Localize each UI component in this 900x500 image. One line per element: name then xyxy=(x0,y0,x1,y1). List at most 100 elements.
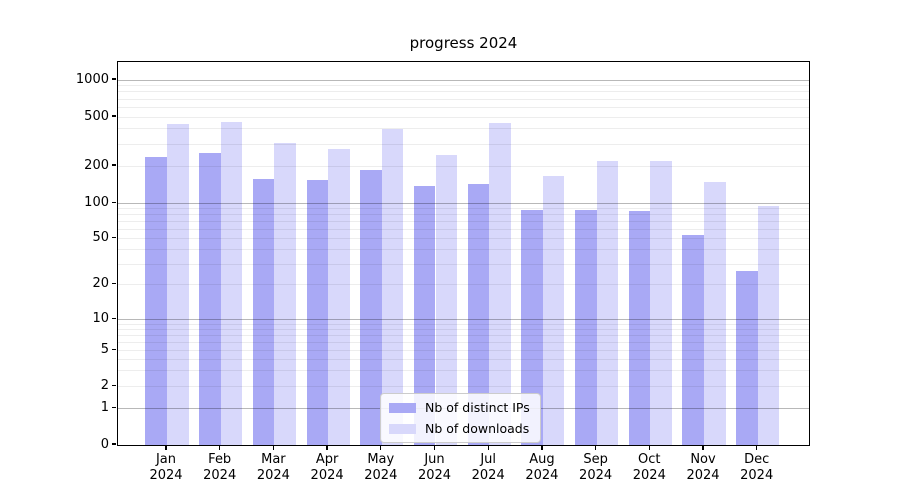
x-axis-tick xyxy=(594,446,597,450)
gridline-minor xyxy=(118,165,809,167)
nb-of-downloads-bar-mar xyxy=(274,143,296,445)
x-axis-tick xyxy=(756,446,758,450)
y-tick-label: 1 xyxy=(100,400,109,416)
y-tick-label: 200 xyxy=(84,157,109,173)
plot-area: Nb of distinct IPs Nb of downloads xyxy=(117,61,810,446)
nb-of-downloads-bar-feb xyxy=(220,122,243,445)
x-tick-label: Oct 2024 xyxy=(632,452,666,483)
x-tick-label: Feb 2024 xyxy=(203,452,237,483)
gridline-minor xyxy=(118,341,809,343)
gridline-minor xyxy=(118,358,809,360)
gridline-minor xyxy=(118,323,809,325)
nb-of-downloads-bar-jul xyxy=(489,123,511,445)
legend-label: Nb of downloads xyxy=(425,420,530,436)
y-axis-tick xyxy=(112,78,116,80)
nb-of-distinct-ips-bar-dec xyxy=(736,271,758,445)
y-tick-label: 1000 xyxy=(75,71,109,87)
x-axis-tick xyxy=(648,446,650,450)
nb-of-distinct-ips-bar-aug xyxy=(521,210,543,445)
legend-item: Nb of downloads xyxy=(389,420,530,437)
gridline-minor xyxy=(118,91,809,93)
y-axis-tick xyxy=(112,317,116,319)
x-tick-label: Jun 2024 xyxy=(417,452,452,483)
x-tick-label: Jan 2024 xyxy=(149,452,183,483)
legend-item: Nb of distinct IPs xyxy=(389,399,530,416)
gridline-minor xyxy=(118,214,809,216)
nb-of-downloads-bar-sep xyxy=(596,160,619,445)
y-tick-label: 100 xyxy=(84,194,109,210)
x-tick-label: Mar 2024 xyxy=(256,452,290,483)
gridline-major xyxy=(118,318,809,320)
nb-of-distinct-ips-bar-apr xyxy=(306,180,329,445)
y-axis-tick xyxy=(112,407,116,409)
nb-of-downloads-bar-nov xyxy=(704,182,726,445)
gridline-minor xyxy=(118,238,809,240)
gridline-major xyxy=(118,79,809,81)
x-axis-tick xyxy=(165,446,167,450)
y-tick-label: 5 xyxy=(100,342,109,357)
y-axis-tick xyxy=(112,115,116,117)
x-axis-tick xyxy=(272,446,275,450)
nb-of-distinct-ips-bar-jan xyxy=(145,157,167,445)
x-tick-label: Nov 2024 xyxy=(686,452,720,483)
nb-of-downloads-bar-aug xyxy=(542,176,565,445)
x-axis-tick xyxy=(702,446,704,450)
gridline-minor xyxy=(118,116,809,118)
legend-label: Nb of distinct IPs xyxy=(425,399,530,415)
gridline-minor xyxy=(118,249,809,251)
gridline-minor xyxy=(118,106,809,108)
y-axis-tick xyxy=(112,348,116,351)
nb-of-downloads-bar-apr xyxy=(328,148,350,445)
x-axis-tick xyxy=(433,446,436,450)
nb-of-downloads-bar-dec xyxy=(757,206,780,445)
nb-of-distinct-ips-bar-mar xyxy=(252,178,275,445)
x-axis-tick xyxy=(326,446,328,450)
y-axis-tick xyxy=(112,385,116,387)
x-tick-label: Sep 2024 xyxy=(579,452,613,483)
x-axis-tick xyxy=(541,446,543,450)
x-axis-tick xyxy=(219,446,221,450)
nb-of-downloads-bar-may xyxy=(381,128,404,445)
nb-of-distinct-ips-bar-feb xyxy=(199,153,221,445)
x-tick-label: Aug 2024 xyxy=(525,452,559,483)
y-tick-label: 20 xyxy=(92,275,109,291)
y-tick-label: 10 xyxy=(92,310,109,326)
gridline-minor xyxy=(118,98,809,100)
nb-of-distinct-ips-bar-jun xyxy=(413,185,436,445)
gridline-minor xyxy=(118,350,809,351)
x-axis-tick xyxy=(380,446,382,450)
nb-of-distinct-ips-bar-jul xyxy=(467,184,490,445)
gridline-minor xyxy=(118,328,809,330)
gridline-minor xyxy=(118,228,809,230)
y-axis-tick xyxy=(112,282,116,284)
nb-of-distinct-ips-bar-sep xyxy=(575,210,597,445)
gridline-minor xyxy=(118,128,809,130)
gridline-minor xyxy=(118,221,809,223)
gridline-minor xyxy=(118,143,809,145)
y-axis-tick xyxy=(112,201,116,203)
nb-of-downloads-bar-jan xyxy=(167,123,189,445)
gridline-minor xyxy=(118,208,809,210)
x-tick-label: May 2024 xyxy=(364,452,398,483)
legend-swatch-downloads xyxy=(389,423,416,434)
nb-of-distinct-ips-bar-may xyxy=(360,170,382,445)
gridline-minor xyxy=(118,370,809,372)
x-tick-label: Dec 2024 xyxy=(740,452,774,483)
y-tick-label: 500 xyxy=(84,108,109,124)
nb-of-distinct-ips-bar-oct xyxy=(628,211,651,445)
x-tick-label: Apr 2024 xyxy=(310,452,344,483)
y-tick-label: 50 xyxy=(92,230,109,246)
nb-of-downloads-bar-oct xyxy=(650,160,672,445)
y-axis-tick xyxy=(112,443,116,445)
gridline-minor xyxy=(118,283,809,285)
y-axis-tick xyxy=(112,237,116,239)
gridline-minor xyxy=(118,334,809,336)
x-axis-tick xyxy=(487,446,489,450)
y-tick-label: 2 xyxy=(100,378,109,394)
gridline-minor xyxy=(118,85,809,87)
x-tick-label: Jul 2024 xyxy=(471,452,505,483)
nb-of-distinct-ips-bar-nov xyxy=(682,234,704,445)
gridline-major xyxy=(118,202,809,204)
chart-title: progress 2024 xyxy=(409,34,518,52)
